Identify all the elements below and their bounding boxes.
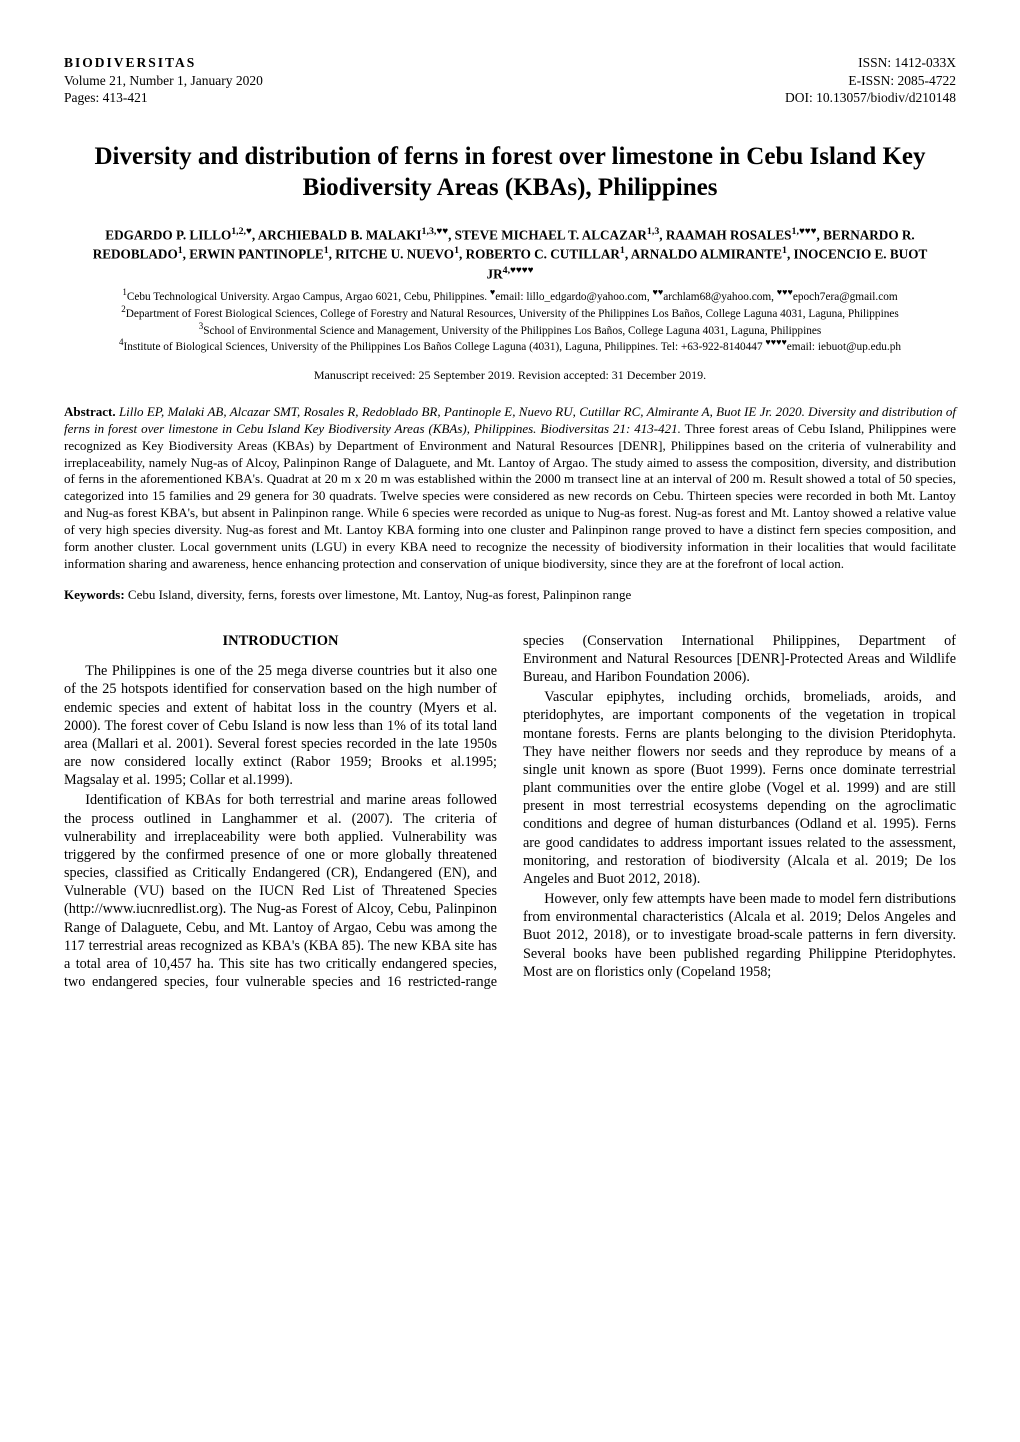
abstract-body: Three forest areas of Cebu Island, Phili… xyxy=(64,421,956,571)
eissn: E-ISSN: 2085-4722 xyxy=(785,72,956,90)
author-list: EDGARDO P. LILLO1,2,♥, ARCHIEBALD B. MAL… xyxy=(74,225,946,283)
introduction-heading: INTRODUCTION xyxy=(64,632,497,651)
abstract-block: Abstract. Lillo EP, Malaki AB, Alcazar S… xyxy=(64,404,956,573)
volume-line: Volume 21, Number 1, January 2020 xyxy=(64,72,263,90)
header-right: ISSN: 1412-033X E-ISSN: 2085-4722 DOI: 1… xyxy=(785,54,956,107)
keywords-block: Keywords: Cebu Island, diversity, ferns,… xyxy=(64,587,956,604)
intro-paragraph-1: The Philippines is one of the 25 mega di… xyxy=(64,662,497,789)
header-left: BIODIVERSITAS Volume 21, Number 1, Janua… xyxy=(64,54,263,107)
keywords-label: Keywords: xyxy=(64,587,125,602)
paper-title: Diversity and distribution of ferns in f… xyxy=(84,141,936,204)
affiliation-1: 1Cebu Technological University. Argao Ca… xyxy=(70,287,950,304)
affiliation-3: 3School of Environmental Science and Man… xyxy=(70,321,950,338)
abstract-label: Abstract. xyxy=(64,404,116,419)
affiliation-2: 2Department of Forest Biological Science… xyxy=(70,304,950,321)
journal-name: BIODIVERSITAS xyxy=(64,54,263,72)
doi: DOI: 10.13057/biodiv/d210148 xyxy=(785,89,956,107)
keywords-text: Cebu Island, diversity, ferns, forests o… xyxy=(128,587,631,602)
body-columns: INTRODUCTION The Philippines is one of t… xyxy=(64,632,956,992)
issn: ISSN: 1412-033X xyxy=(785,54,956,72)
intro-paragraph-4: However, only few attempts have been mad… xyxy=(523,890,956,981)
manuscript-dates: Manuscript received: 25 September 2019. … xyxy=(64,368,956,384)
intro-paragraph-3: Vascular epiphytes, including orchids, b… xyxy=(523,688,956,888)
affiliation-4: 4Institute of Biological Sciences, Unive… xyxy=(70,337,950,354)
pages-line: Pages: 413-421 xyxy=(64,89,263,107)
journal-header: BIODIVERSITAS Volume 21, Number 1, Janua… xyxy=(64,54,956,107)
